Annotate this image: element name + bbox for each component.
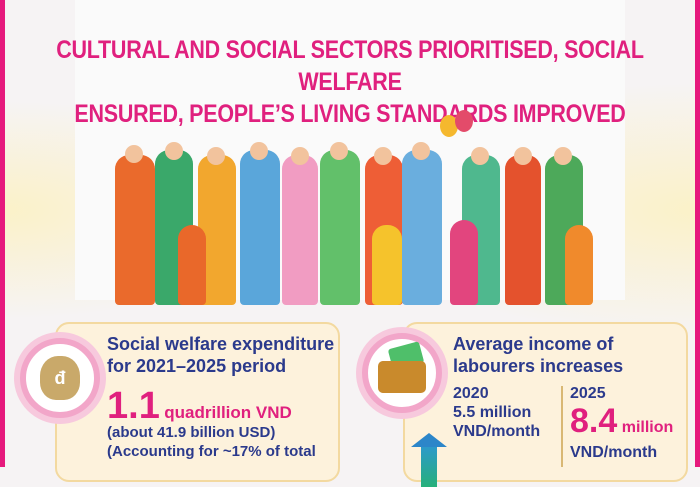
- income-amount-2025: 8.4: [570, 402, 618, 440]
- title-line-2: ENSURED, PEOPLE’S LIVING STANDARDS IMPRO…: [74, 100, 626, 128]
- welfare-card: [55, 322, 340, 482]
- welfare-value: 1.1 quadrillion VND: [107, 385, 292, 428]
- arrow-up-icon: [411, 433, 447, 447]
- welfare-unit: quadrillion VND: [164, 403, 292, 422]
- divider: [561, 386, 563, 467]
- welfare-share: (Accounting for ~17% of total: [107, 443, 316, 460]
- page-title: CULTURAL AND SOCIAL SECTORS PRIORITISED,…: [49, 34, 651, 130]
- balloon-icon: [440, 115, 458, 137]
- income-year-2025: 2025: [570, 385, 606, 402]
- welfare-amount: 1.1: [107, 385, 160, 427]
- welfare-heading-line-2: for 2021–2025 period: [107, 356, 287, 376]
- left-border: [0, 0, 5, 467]
- income-value-2025: 8.4 million: [570, 402, 673, 441]
- income-heading-line-1: Average income of: [453, 334, 614, 354]
- people-illustration: [110, 110, 610, 305]
- income-card: [403, 322, 688, 482]
- income-year-2020: 2020: [453, 385, 489, 402]
- title-line-1: CULTURAL AND SOCIAL SECTORS PRIORITISED,…: [56, 36, 644, 96]
- arrow-stem: [421, 447, 437, 487]
- balloon-icon: [455, 110, 473, 132]
- income-unit-2025: VND/month: [570, 444, 658, 461]
- right-border: [695, 0, 700, 467]
- welfare-usd: (about 41.9 billion USD): [107, 424, 276, 441]
- money-bag-icon: đ: [20, 338, 100, 418]
- income-value-2020: 5.5 million: [453, 404, 532, 421]
- income-unit-million: million: [621, 419, 674, 436]
- welfare-heading-line-1: Social welfare expenditure: [107, 334, 335, 354]
- income-unit-2020: VND/month: [453, 423, 541, 440]
- income-heading-line-2: labourers increases: [453, 356, 624, 376]
- wallet-icon: [362, 333, 442, 413]
